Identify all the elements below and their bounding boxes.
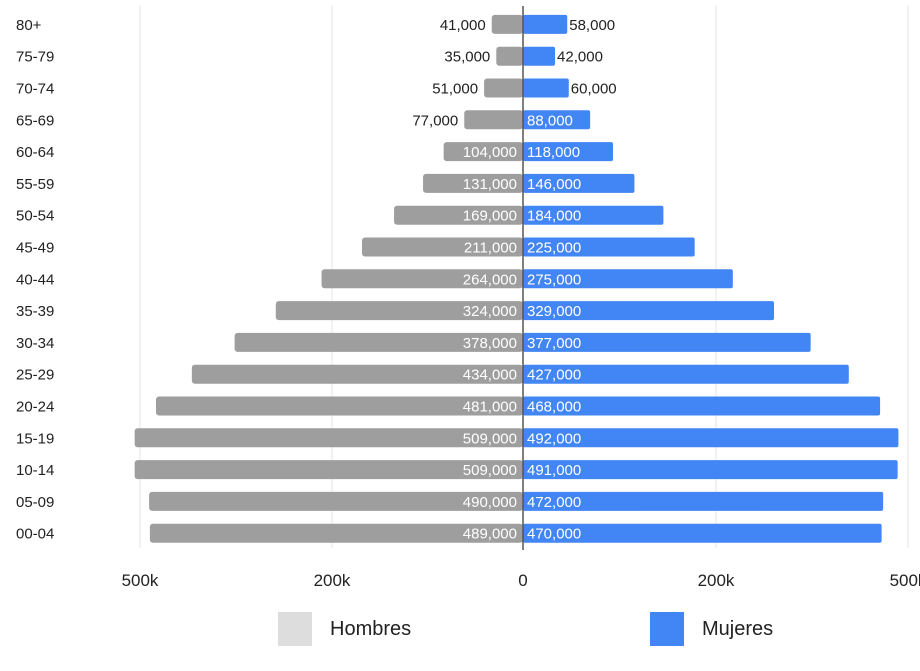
- x-tick-label-2: 0: [518, 571, 527, 590]
- data-label-mujeres-80+: 58,000: [569, 17, 615, 34]
- data-label-hombres-80+: 41,000: [440, 17, 486, 34]
- category-label-05-09: 05-09: [16, 494, 54, 511]
- data-label-hombres-55-59: 131,000: [463, 176, 517, 193]
- bar-mujeres-70-74: [523, 78, 569, 98]
- category-label-40-44: 40-44: [16, 271, 54, 288]
- chart-svg: 500k 200k 0 200k 500k 80+ 41,000 58,000 75-79 35,…: [16, 6, 920, 590]
- category-label-55-59: 55-59: [16, 176, 54, 193]
- bar-hombres-10-14: [134, 460, 523, 480]
- x-tick-label-0: 500k: [122, 571, 159, 590]
- bar-hombres-70-74: [484, 78, 523, 98]
- data-label-mujeres-10-14: 491,000: [527, 462, 581, 479]
- category-label-70-74: 70-74: [16, 81, 54, 98]
- bar-mujeres-10-14: [523, 460, 898, 480]
- category-label-50-54: 50-54: [16, 208, 54, 225]
- data-label-mujeres-35-39: 329,000: [527, 303, 581, 320]
- x-tick-label-1: 200k: [314, 571, 351, 590]
- bar-hombres-75-79: [496, 46, 523, 66]
- category-label-20-24: 20-24: [16, 399, 54, 416]
- bar-hombres-00-04: [149, 523, 523, 543]
- x-tick-label-3: 200k: [698, 571, 735, 590]
- bar-mujeres-35-39: [523, 301, 775, 321]
- category-label-25-29: 25-29: [16, 367, 54, 384]
- category-label-75-79: 75-79: [16, 49, 54, 66]
- data-label-hombres-40-44: 264,000: [463, 271, 517, 288]
- data-label-hombres-10-14: 509,000: [463, 462, 517, 479]
- data-label-mujeres-65-69: 88,000: [527, 112, 573, 129]
- data-label-hombres-45-49: 211,000: [464, 240, 517, 257]
- legend-item-hombres: Hombres: [278, 612, 411, 646]
- data-label-mujeres-60-64: 118,000: [527, 144, 580, 161]
- data-label-mujeres-00-04: 470,000: [527, 526, 581, 543]
- data-label-mujeres-75-79: 42,000: [557, 49, 603, 66]
- bar-hombres-25-29: [191, 364, 523, 384]
- data-label-mujeres-25-29: 427,000: [527, 367, 581, 384]
- bar-mujeres-00-04: [523, 523, 882, 543]
- bar-hombres-50-54: [394, 205, 523, 225]
- data-label-hombres-35-39: 324,000: [463, 303, 517, 320]
- legend: Hombres Mujeres: [0, 608, 920, 668]
- legend-swatch-hombres: [278, 612, 312, 646]
- data-label-hombres-30-34: 378,000: [463, 335, 517, 352]
- bar-mujeres-05-09: [523, 491, 884, 511]
- bar-mujeres-30-34: [523, 332, 811, 352]
- bar-hombres-65-69: [464, 110, 523, 130]
- data-label-hombres-05-09: 490,000: [463, 494, 517, 511]
- bar-mujeres-45-49: [523, 237, 695, 257]
- data-label-hombres-50-54: 169,000: [463, 208, 517, 225]
- bar-hombres-35-39: [275, 301, 523, 321]
- x-tick-label-4: 500k: [890, 571, 920, 590]
- data-label-mujeres-50-54: 184,000: [527, 208, 581, 225]
- category-label-45-49: 45-49: [16, 240, 54, 257]
- bar-mujeres-25-29: [523, 364, 849, 384]
- data-label-mujeres-15-19: 492,000: [527, 430, 581, 447]
- bar-mujeres-55-59: [523, 173, 635, 193]
- category-label-80+: 80+: [16, 17, 42, 34]
- data-label-hombres-15-19: 509,000: [463, 430, 517, 447]
- category-label-35-39: 35-39: [16, 303, 54, 320]
- legend-swatch-mujeres: [650, 612, 684, 646]
- bar-mujeres-40-44: [523, 269, 733, 289]
- category-label-65-69: 65-69: [16, 112, 54, 129]
- data-label-mujeres-70-74: 60,000: [571, 81, 617, 98]
- bar-mujeres-50-54: [523, 205, 664, 225]
- bar-hombres-60-64: [443, 142, 523, 162]
- data-label-mujeres-20-24: 468,000: [527, 399, 581, 416]
- legend-label-mujeres: Mujeres: [702, 617, 774, 640]
- category-label-15-19: 15-19: [16, 430, 54, 447]
- data-label-mujeres-05-09: 472,000: [527, 494, 581, 511]
- data-label-hombres-75-79: 35,000: [444, 49, 490, 66]
- data-label-hombres-25-29: 434,000: [463, 367, 517, 384]
- bar-hombres-40-44: [321, 269, 523, 289]
- bar-hombres-55-59: [423, 173, 523, 193]
- bar-hombres-80+: [491, 14, 523, 34]
- bar-hombres-30-34: [234, 332, 523, 352]
- data-label-mujeres-40-44: 275,000: [527, 271, 581, 288]
- bar-hombres-15-19: [134, 428, 523, 448]
- data-label-mujeres-55-59: 146,000: [527, 176, 581, 193]
- data-label-hombres-65-69: 77,000: [412, 112, 458, 129]
- data-label-mujeres-45-49: 225,000: [527, 240, 581, 257]
- data-label-hombres-00-04: 489,000: [463, 526, 517, 543]
- category-label-00-04: 00-04: [16, 526, 54, 543]
- bar-hombres-45-49: [362, 237, 523, 257]
- legend-item-mujeres: Mujeres: [650, 612, 773, 646]
- category-label-30-34: 30-34: [16, 335, 54, 352]
- legend-label-hombres: Hombres: [330, 617, 412, 640]
- bar-mujeres-60-64: [523, 142, 614, 162]
- bar-mujeres-20-24: [523, 396, 881, 416]
- data-label-hombres-70-74: 51,000: [432, 81, 478, 98]
- category-label-60-64: 60-64: [16, 144, 54, 161]
- bar-mujeres-15-19: [523, 428, 899, 448]
- category-label-10-14: 10-14: [16, 462, 54, 479]
- data-label-hombres-20-24: 481,000: [463, 399, 517, 416]
- bar-hombres-05-09: [149, 491, 523, 511]
- bar-mujeres-80+: [523, 14, 568, 34]
- bar-mujeres-65-69: [523, 110, 591, 130]
- bar-hombres-20-24: [155, 396, 523, 416]
- data-label-mujeres-30-34: 377,000: [527, 335, 581, 352]
- data-label-hombres-60-64: 104,000: [463, 144, 517, 161]
- bar-mujeres-75-79: [523, 46, 556, 66]
